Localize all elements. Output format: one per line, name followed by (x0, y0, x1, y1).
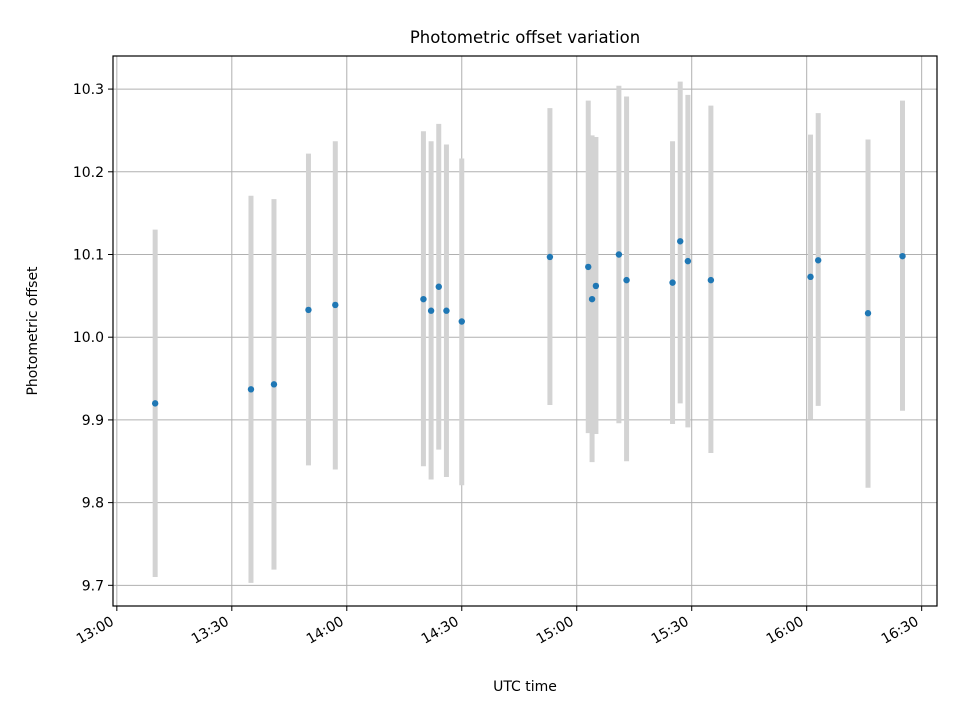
data-point (623, 276, 630, 284)
y-tick-label: 10.1 (73, 247, 104, 263)
data-point (305, 306, 312, 314)
chart-title: Photometric offset variation (410, 28, 640, 47)
y-axis-label: Photometric offset (25, 266, 41, 396)
data-point (707, 276, 715, 284)
data-point (247, 386, 255, 393)
data-point (420, 295, 427, 303)
x-axis-label: UTC time (493, 679, 557, 695)
y-tick-label: 9.7 (82, 578, 104, 594)
data-point (588, 295, 596, 303)
data-point (677, 238, 684, 245)
y-tick-label: 10.0 (73, 330, 104, 346)
y-tick-label: 9.8 (82, 496, 104, 512)
data-point (684, 257, 692, 265)
y-tick-label: 9.9 (82, 413, 104, 429)
data-point (546, 253, 554, 261)
data-point (585, 263, 592, 271)
data-point (458, 318, 465, 325)
y-tick-label: 10.3 (73, 82, 104, 98)
data-point (592, 282, 600, 290)
data-point (427, 307, 435, 314)
plot-frame (112, 55, 938, 607)
data-point (864, 310, 872, 317)
data-points (151, 238, 906, 407)
y-tick-label: 10.2 (73, 165, 104, 181)
data-point (332, 301, 339, 309)
data-point (615, 251, 623, 258)
grid (113, 56, 937, 606)
data-point (807, 273, 814, 281)
data-point (435, 283, 442, 290)
data-point (443, 307, 450, 314)
data-point (151, 400, 159, 407)
data-point (814, 257, 822, 264)
data-point (270, 381, 278, 388)
data-point (899, 252, 906, 260)
data-point (669, 279, 676, 286)
y-axis-ticks: 9.7 9.8 9.9 10.0 10.1 10.2 10.3 (73, 82, 113, 594)
